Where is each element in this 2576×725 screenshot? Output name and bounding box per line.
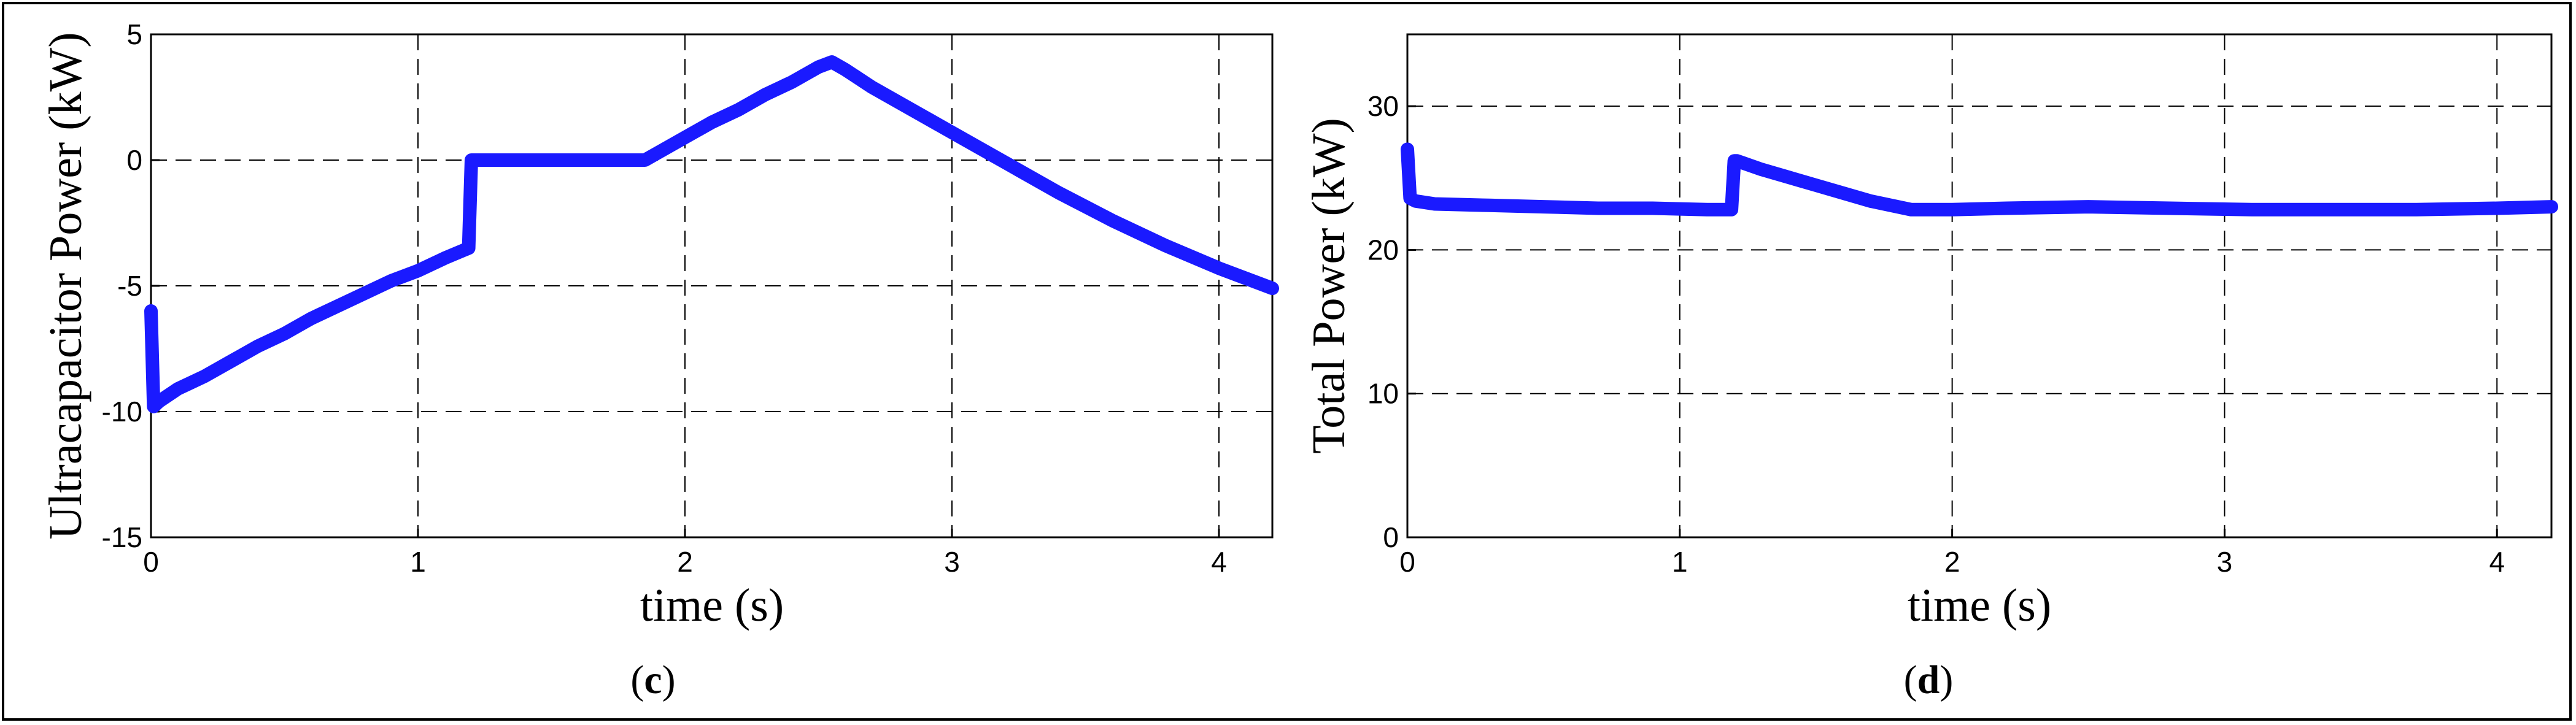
power-line-c — [144, 55, 1279, 413]
x-tick-label-d: 3 — [2217, 546, 2233, 578]
y-axis-label-d: Total Power (kW) — [1303, 118, 1355, 454]
x-tick-label-c: 4 — [1211, 546, 1227, 578]
x-ticks-c: 0 1 2 3 4 — [143, 529, 1227, 578]
x-axis-label-d: time (s) — [1908, 580, 2051, 631]
panel-label-d-open: ( — [1904, 658, 1917, 702]
x-ticks-d: 0 1 2 3 4 — [1399, 529, 2505, 578]
panel-label-c-letter: c — [644, 658, 662, 702]
panel-label-d-close: ) — [1940, 658, 1953, 702]
panel-c-ultracapacitor-power: 0 1 2 3 4 -15 -10 -5 0 5 time (s) Ultracapacitor… — [40, 18, 1279, 702]
y-tick-label-d: 30 — [1367, 90, 1399, 122]
series-c — [144, 55, 1279, 413]
x-tick-label-d: 1 — [1672, 546, 1688, 578]
plot-area-c — [150, 33, 1274, 539]
y-tick-label-d: 10 — [1367, 378, 1399, 410]
panel-label-c-open: ( — [630, 658, 644, 702]
y-ticks-c: -15 -10 -5 0 5 — [102, 18, 160, 553]
y-tick-label-d: 20 — [1367, 234, 1399, 266]
x-tick-label-c: 1 — [410, 546, 426, 578]
plot-area-d — [1406, 33, 2553, 539]
y-tick-label-c: 0 — [126, 144, 142, 176]
panel-label-d: (d) — [1904, 658, 1954, 702]
x-axis-label-c: time (s) — [640, 580, 784, 631]
series-d — [1401, 142, 2558, 217]
y-tick-label-d: 0 — [1383, 521, 1399, 553]
x-tick-label-c: 2 — [677, 546, 693, 578]
x-tick-label-d: 2 — [1944, 546, 1960, 578]
power-line-d — [1401, 142, 2558, 217]
x-tick-label-c: 3 — [944, 546, 960, 578]
y-ticks-d: 0 10 20 30 — [1367, 90, 1416, 553]
grid-c — [151, 34, 1272, 537]
y-axis-label-c: Ultracapacitor Power (kW) — [40, 32, 91, 539]
x-tick-label-d: 0 — [1399, 546, 1415, 578]
y-tick-label-c: -15 — [102, 521, 142, 553]
x-tick-label-d: 4 — [2489, 546, 2505, 578]
panel-label-d-letter: d — [1917, 658, 1940, 702]
y-tick-label-c: 5 — [126, 18, 142, 50]
x-tick-label-c: 0 — [143, 546, 159, 578]
y-tick-label-c: -5 — [117, 270, 142, 302]
grid-d — [1407, 34, 2551, 537]
y-tick-label-c: -10 — [102, 396, 142, 428]
panel-label-c: (c) — [630, 658, 675, 702]
panel-label-c-close: ) — [662, 658, 676, 702]
